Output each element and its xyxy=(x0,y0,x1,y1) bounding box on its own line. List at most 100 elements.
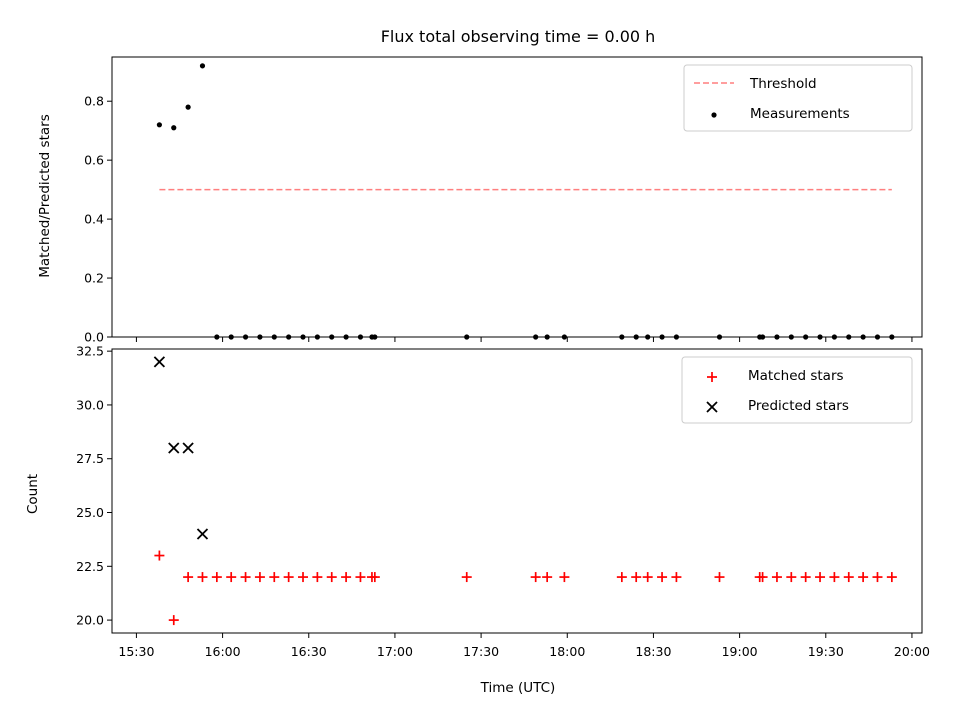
x-tick-label: 19:00 xyxy=(722,644,758,659)
legend-entry-predicted-stars: Predicted stars xyxy=(706,398,849,414)
top-panel: 0.0 0.2 0.4 0.6 0.8 Threshold Measurements xyxy=(84,56,923,345)
matched-stars-point xyxy=(461,572,472,583)
matched-stars-point xyxy=(369,572,380,583)
measurements-point xyxy=(357,334,364,340)
legend-marker xyxy=(706,401,718,413)
top-y-axis-label: Matched/Predicted stars xyxy=(37,114,53,277)
measurements-point xyxy=(619,334,625,340)
bottom-plot-area xyxy=(153,356,897,626)
measurements-point xyxy=(343,334,349,340)
matched-stars-point xyxy=(800,572,811,583)
matched-stars-point xyxy=(226,572,237,583)
bottom-y-tick-label: 22.5 xyxy=(76,559,104,574)
measurements-point xyxy=(561,334,567,340)
matched-stars-point xyxy=(326,572,337,583)
measurements-point xyxy=(257,334,263,340)
matched-stars-point xyxy=(829,572,840,583)
measurements-point xyxy=(544,334,550,340)
matched-stars-point xyxy=(631,572,642,583)
x-tick-label: 19:30 xyxy=(808,644,844,659)
measurements-point xyxy=(286,334,292,340)
measurements-point xyxy=(817,334,823,340)
matched-stars-point xyxy=(183,572,194,583)
top-plot-area xyxy=(156,63,895,340)
matched-stars-point xyxy=(283,572,294,583)
measurements-point xyxy=(846,334,852,340)
x-tick-label: 17:00 xyxy=(377,644,413,659)
bottom-legend-box xyxy=(681,356,913,424)
x-tick-label: 16:30 xyxy=(291,644,327,659)
top-axes-frame xyxy=(111,56,923,338)
top-y-tick-label: 0.0 xyxy=(84,330,104,345)
measurements-point xyxy=(228,334,234,340)
top-legend: Threshold Measurements xyxy=(683,64,913,132)
matched-stars-point xyxy=(642,572,653,583)
matched-stars-point xyxy=(254,572,265,583)
legend-entry-threshold: Threshold xyxy=(694,76,817,92)
measurements-point xyxy=(803,334,809,340)
x-tick-label: 18:30 xyxy=(635,644,671,659)
matched-stars-point xyxy=(757,572,768,583)
matched-stars-point xyxy=(858,572,869,583)
bottom-y-axis-label: Count xyxy=(25,474,41,514)
bottom-y-tick-label: 32.5 xyxy=(76,344,104,359)
matched-stars-point xyxy=(815,572,826,583)
measurements-point xyxy=(633,334,639,340)
measurements-point xyxy=(533,334,539,340)
measurements-point xyxy=(156,122,162,128)
measurements-point xyxy=(716,334,723,340)
legend-entry-measurements: Measurements xyxy=(711,106,850,122)
matched-stars-point xyxy=(269,572,280,583)
x-tick-label: 16:00 xyxy=(205,644,241,659)
measurements-point xyxy=(314,334,320,340)
chart-title: Flux total observing time = 0.00 h xyxy=(381,27,656,46)
matched-stars-point xyxy=(671,572,682,583)
legend-marker xyxy=(707,372,717,382)
bottom-legend: Matched stars Predicted stars xyxy=(681,356,913,424)
measurements-point xyxy=(329,334,335,340)
matched-stars-point xyxy=(298,572,309,583)
measurements-point xyxy=(860,334,866,340)
top-y-tick-label: 0.6 xyxy=(84,153,104,168)
top-y-tick-label: 0.4 xyxy=(84,212,104,227)
legend-label: Threshold xyxy=(749,76,817,92)
bottom-axes-frame xyxy=(111,348,923,634)
measurements-point xyxy=(774,334,780,340)
matched-stars-point xyxy=(714,572,725,583)
matched-stars-point xyxy=(355,572,366,583)
measurements-point xyxy=(759,334,766,340)
matched-stars-point xyxy=(211,572,222,583)
matched-stars-point xyxy=(786,572,797,583)
bottom-y-tick-label: 27.5 xyxy=(76,451,104,466)
x-axis-label: Time (UTC) xyxy=(480,680,556,696)
matched-stars-point xyxy=(240,572,251,583)
matched-stars-point xyxy=(154,550,165,561)
matched-stars-point xyxy=(872,572,883,583)
matched-stars-point xyxy=(616,572,627,583)
legend-entry-matched-stars: Matched stars xyxy=(707,368,844,384)
matched-stars-point xyxy=(886,572,897,583)
matched-stars-point xyxy=(168,615,179,626)
top-legend-box xyxy=(683,64,913,132)
measurements-point xyxy=(242,334,249,340)
measurements-point xyxy=(831,334,837,340)
matched-stars-point xyxy=(771,572,782,583)
measurements-point xyxy=(185,104,191,110)
bottom-y-tick-label: 20.0 xyxy=(76,613,104,628)
measurements-point xyxy=(464,334,470,340)
measurements-point xyxy=(645,334,651,340)
x-tick-label: 15:30 xyxy=(118,644,154,659)
legend-marker xyxy=(711,112,717,118)
matched-stars-point xyxy=(312,572,323,583)
x-tick-label: 20:00 xyxy=(894,644,930,659)
matched-stars-point xyxy=(559,572,570,583)
measurements-point xyxy=(214,334,220,340)
matched-stars-point xyxy=(843,572,854,583)
bottom-y-tick-label: 25.0 xyxy=(76,505,104,520)
measurements-point xyxy=(199,63,206,69)
matched-stars-point xyxy=(197,572,208,583)
predicted-stars-point xyxy=(153,356,166,368)
matched-stars-point xyxy=(341,572,352,583)
measurements-point xyxy=(300,334,306,340)
